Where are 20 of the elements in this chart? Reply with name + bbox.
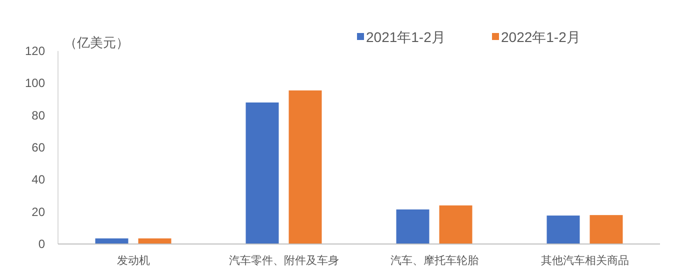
- y-tick-label: 80: [32, 108, 46, 122]
- x-tick-label: 汽车零件、附件及车身: [228, 254, 339, 267]
- bar: [395, 208, 430, 244]
- y-tick-label: 100: [24, 76, 46, 90]
- x-tick-label: 汽车、摩托车轮胎: [390, 254, 478, 267]
- y-axis-title: （亿美元）: [64, 35, 129, 50]
- y-tick-label: 120: [24, 44, 46, 58]
- y-tick-label: 20: [32, 204, 46, 219]
- bar: [438, 204, 474, 244]
- legend-label: 2021年1-2月: [366, 29, 446, 45]
- y-tick-label: 60: [32, 140, 46, 154]
- bar: [588, 214, 624, 244]
- bar: [288, 89, 323, 244]
- y-tick-label: 0: [38, 237, 46, 251]
- x-tick-label: 发动机: [116, 255, 150, 267]
- x-tick-label: 其他汽车相关商品: [540, 254, 629, 267]
- legend-label: 2022年1-2月: [501, 29, 580, 45]
- bar: [244, 101, 280, 244]
- y-tick-label: 40: [32, 172, 46, 187]
- bar: [546, 214, 581, 244]
